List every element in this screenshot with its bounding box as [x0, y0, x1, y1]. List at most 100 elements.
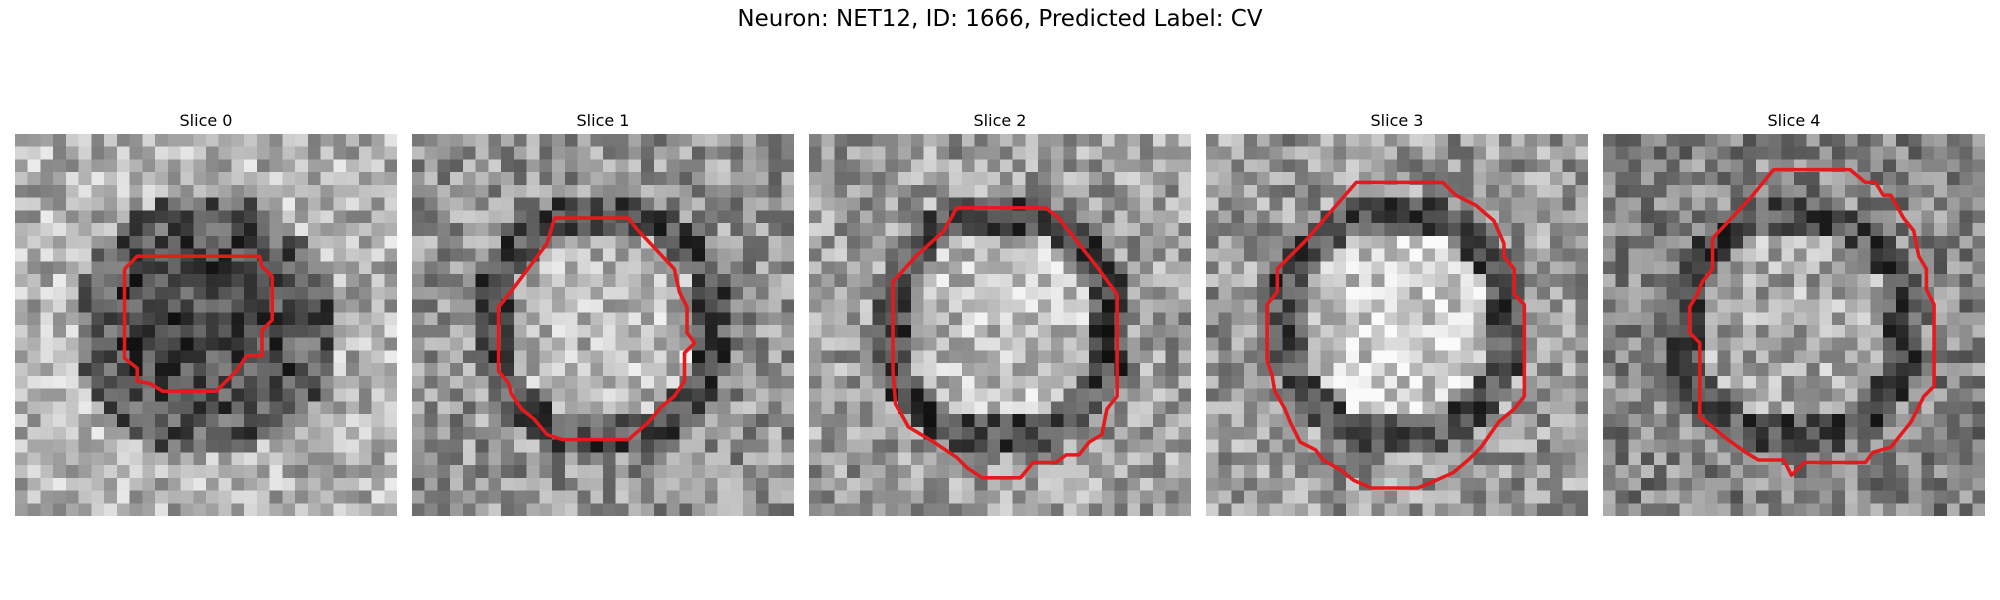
pixel — [1114, 146, 1128, 160]
pixel — [450, 503, 464, 516]
pixel — [1422, 146, 1436, 160]
pixel — [809, 477, 822, 491]
pixel — [666, 223, 680, 237]
pixel — [1679, 159, 1693, 173]
pixel — [1615, 312, 1629, 326]
pixel — [539, 363, 553, 377]
pixel — [730, 286, 744, 300]
pixel — [1730, 363, 1744, 377]
pixel — [513, 184, 527, 198]
pixel — [1178, 134, 1191, 147]
pixel — [1038, 223, 1052, 237]
pixel — [666, 490, 680, 504]
pixel — [1806, 248, 1820, 262]
pixel — [564, 465, 578, 479]
pixel — [653, 452, 667, 466]
pixel — [155, 299, 169, 313]
pixel — [1806, 286, 1820, 300]
pixel — [1908, 337, 1922, 351]
pixel — [1781, 286, 1795, 300]
pixel — [1717, 401, 1731, 415]
pixel — [358, 375, 372, 389]
pixel — [1165, 286, 1179, 300]
pixel — [15, 286, 28, 300]
pixel — [1333, 248, 1347, 262]
pixel — [1934, 261, 1948, 275]
pixel — [1755, 210, 1769, 224]
pixel — [1435, 439, 1449, 453]
pixel — [1473, 261, 1487, 275]
pixel — [231, 401, 245, 415]
pixel — [653, 274, 667, 288]
pixel — [1743, 223, 1757, 237]
pixel — [1895, 503, 1909, 516]
pixel — [462, 286, 476, 300]
pixel — [1371, 401, 1385, 415]
pixel — [910, 159, 924, 173]
pixel — [1409, 159, 1423, 173]
pixel — [936, 172, 950, 186]
pixel — [437, 452, 451, 466]
pixel — [1460, 439, 1474, 453]
pixel — [1934, 223, 1948, 237]
pixel — [526, 172, 540, 186]
pixel — [15, 223, 28, 237]
pixel — [847, 363, 861, 377]
pixel — [1127, 223, 1141, 237]
pixel — [462, 452, 476, 466]
pixel — [1089, 490, 1103, 504]
pixel — [1743, 325, 1757, 338]
pixel — [167, 286, 181, 300]
pixel — [628, 490, 642, 504]
pixel — [1959, 452, 1973, 466]
pixel — [1152, 503, 1166, 516]
pixel — [603, 363, 616, 377]
pixel — [384, 274, 397, 288]
pixel — [1282, 477, 1296, 491]
pixel — [872, 235, 886, 249]
pixel — [834, 490, 848, 504]
pixel — [358, 452, 372, 466]
pixel — [1346, 414, 1360, 428]
pixel — [577, 134, 591, 147]
pixel — [333, 184, 347, 198]
pixel — [872, 426, 886, 440]
pixel — [1165, 159, 1179, 173]
pixel — [1206, 197, 1219, 211]
pixel — [564, 248, 578, 262]
pixel — [961, 350, 975, 364]
pixel — [116, 465, 130, 479]
pixel — [1524, 477, 1538, 491]
pixel — [1946, 134, 1960, 147]
pixel — [1358, 350, 1372, 364]
pixel — [1256, 172, 1270, 186]
pixel — [1575, 261, 1588, 275]
pixel — [666, 401, 680, 415]
pixel — [974, 172, 988, 186]
pixel — [513, 337, 527, 351]
pixel — [269, 414, 283, 428]
pixel — [501, 401, 515, 415]
pixel — [1832, 477, 1846, 491]
pixel — [346, 375, 360, 389]
pixel — [488, 375, 502, 389]
pixel — [1473, 401, 1487, 415]
pixel — [256, 299, 270, 313]
pixel — [1819, 465, 1833, 479]
pixel — [65, 223, 79, 237]
pixel — [936, 134, 950, 147]
pixel — [1524, 426, 1538, 440]
pixel — [1692, 490, 1706, 504]
pixel — [526, 503, 540, 516]
pixel — [847, 235, 861, 249]
pixel — [307, 490, 321, 504]
pixel — [923, 274, 937, 288]
pixel — [1206, 426, 1219, 440]
pixel — [1603, 274, 1616, 288]
pixel — [1628, 490, 1642, 504]
pixel — [1165, 134, 1179, 147]
pixel — [1883, 375, 1897, 389]
pixel — [615, 401, 629, 415]
pixel — [885, 414, 899, 428]
pixel — [1435, 197, 1449, 211]
